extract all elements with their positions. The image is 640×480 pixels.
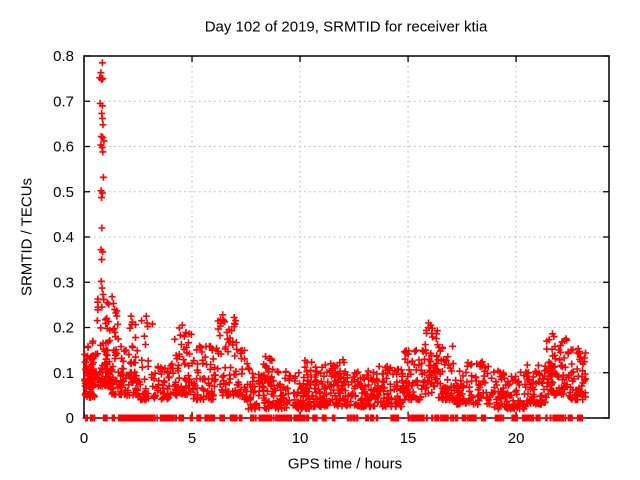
y-tick-label: 0.7: [53, 93, 74, 110]
y-tick-label: 0.4: [53, 229, 74, 246]
x-tick-label: 10: [292, 430, 309, 447]
x-axis-title: GPS time / hours: [287, 455, 403, 473]
x-tick-label: 20: [508, 430, 525, 447]
y-tick-label: 0.6: [53, 139, 74, 156]
gridlines: [84, 56, 609, 418]
y-tick-label: 0.3: [53, 274, 74, 291]
y-tick-label: 0.8: [53, 48, 74, 65]
tick-labels: 0 5 10 15 20 0 0.1 0.2 0.3 0.4 0.5 0.6 0.7 0.8: [53, 48, 524, 447]
y-tick-label: 0.1: [53, 365, 74, 382]
y-tick-label: 0.2: [53, 320, 74, 337]
x-tick-label: 0: [80, 430, 88, 447]
y-tick-label: 0.5: [53, 184, 74, 201]
srmtid-scatter-markers: [81, 59, 590, 422]
x-tick-label: 5: [188, 430, 196, 447]
scatter-points: [81, 59, 590, 422]
x-tick-label: 15: [400, 430, 417, 447]
y-axis-title: SRMTID / TECUs: [18, 177, 36, 297]
y-tick-label: 0: [66, 410, 74, 427]
chart-title: Day 102 of 2019, SRMTID for receiver kti…: [204, 18, 488, 36]
